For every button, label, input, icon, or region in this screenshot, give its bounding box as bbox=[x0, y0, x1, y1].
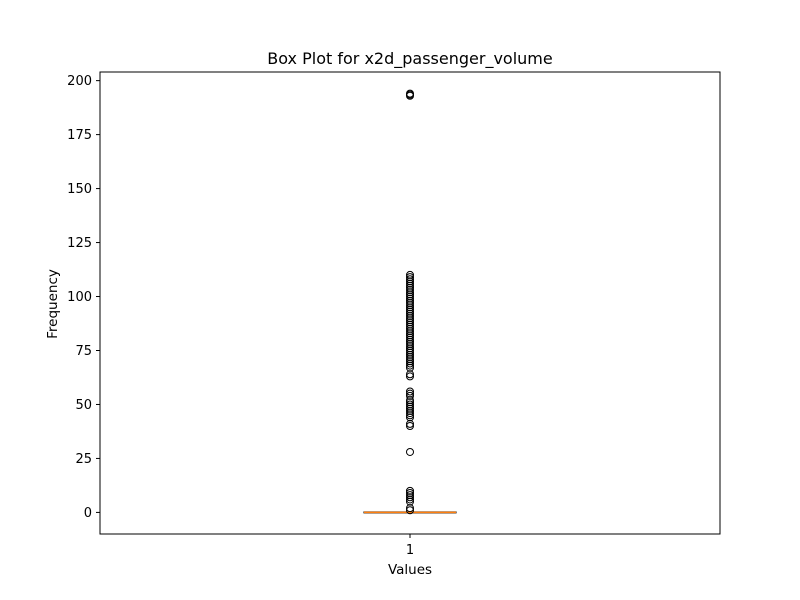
outlier-point bbox=[406, 398, 414, 407]
outlier-point bbox=[406, 447, 414, 456]
outlier-point bbox=[406, 307, 414, 316]
y-tick-label: 50 bbox=[75, 398, 92, 413]
outlier-point bbox=[406, 506, 414, 515]
outlier-point bbox=[406, 352, 414, 361]
outlier-point bbox=[406, 91, 414, 100]
outlier-point bbox=[406, 270, 414, 279]
outlier-point bbox=[406, 275, 414, 284]
outlier-point bbox=[406, 292, 414, 301]
outlier-point bbox=[406, 497, 414, 506]
y-tick-label: 0 bbox=[84, 506, 92, 521]
outlier-point bbox=[406, 277, 414, 286]
outlier-point bbox=[406, 283, 414, 292]
y-tick-label: 75 bbox=[75, 344, 92, 359]
outlier-point bbox=[406, 273, 414, 282]
outlier-point bbox=[406, 493, 414, 502]
outlier-point bbox=[406, 294, 414, 303]
y-tick-label: 200 bbox=[67, 74, 92, 89]
outlier-point bbox=[406, 350, 414, 359]
outlier-point bbox=[406, 359, 414, 368]
outlier-point bbox=[406, 320, 414, 329]
outlier-point bbox=[406, 504, 414, 513]
outlier-point bbox=[406, 411, 414, 420]
outlier-point bbox=[406, 327, 414, 336]
y-tick-label: 25 bbox=[75, 452, 92, 467]
outlier-point bbox=[406, 355, 414, 364]
y-axis-label: Frequency bbox=[45, 269, 61, 339]
outlier-point bbox=[406, 290, 414, 299]
outlier-point bbox=[406, 413, 414, 422]
outlier-point bbox=[406, 329, 414, 338]
outlier-point bbox=[406, 316, 414, 325]
outlier-point bbox=[406, 342, 414, 351]
outlier-point bbox=[406, 296, 414, 305]
outlier-point bbox=[406, 314, 414, 323]
outlier-point bbox=[406, 331, 414, 340]
x-tick-label: 1 bbox=[406, 543, 414, 558]
outlier-point bbox=[406, 370, 414, 379]
outlier-point bbox=[406, 361, 414, 370]
x-axis-label: Values bbox=[388, 562, 432, 578]
y-tick-label: 150 bbox=[67, 182, 92, 197]
outlier-point bbox=[406, 348, 414, 357]
outlier-point bbox=[406, 301, 414, 310]
outlier-point bbox=[406, 389, 414, 398]
outlier-point bbox=[406, 286, 414, 295]
chart-title: Box Plot for x2d_passenger_volume bbox=[267, 49, 552, 69]
outlier-point bbox=[406, 337, 414, 346]
axes-frame bbox=[99, 71, 721, 535]
outlier-point bbox=[406, 422, 414, 431]
outlier-point bbox=[406, 387, 414, 396]
y-tick-label: 100 bbox=[67, 290, 92, 305]
outlier-point bbox=[406, 409, 414, 418]
outlier-point bbox=[406, 488, 414, 497]
y-tick-label: 175 bbox=[67, 128, 92, 143]
outlier-point bbox=[406, 281, 414, 290]
outlier-point bbox=[406, 303, 414, 312]
outlier-point bbox=[406, 335, 414, 344]
outlier-point bbox=[406, 357, 414, 366]
outlier-point bbox=[406, 404, 414, 413]
plot-area: 0 25 50 75 100 125 150 175 200 1 bbox=[67, 71, 721, 558]
outlier-point bbox=[406, 311, 414, 320]
outlier-point bbox=[406, 299, 414, 307]
outlier-point bbox=[406, 305, 414, 314]
outlier-point bbox=[406, 346, 414, 355]
outlier-point bbox=[406, 391, 414, 400]
outlier-point bbox=[406, 491, 414, 500]
outlier-point bbox=[406, 322, 414, 331]
outlier-point bbox=[406, 495, 414, 504]
outlier-point bbox=[406, 396, 414, 405]
outlier-point bbox=[406, 406, 414, 415]
outlier-point bbox=[406, 344, 414, 353]
outlier-point bbox=[406, 309, 414, 318]
outlier-point bbox=[406, 279, 414, 288]
outlier-point bbox=[406, 486, 414, 495]
outlier-point bbox=[406, 363, 414, 372]
outlier-point bbox=[406, 318, 414, 327]
outlier-point bbox=[406, 288, 414, 297]
outlier-point bbox=[406, 400, 414, 409]
outlier-point bbox=[406, 372, 414, 381]
outlier-point bbox=[406, 419, 414, 428]
outlier-point bbox=[406, 402, 414, 411]
outlier-point bbox=[406, 340, 414, 349]
outlier-point bbox=[406, 324, 414, 333]
outlier-point bbox=[406, 333, 414, 342]
y-tick-label: 125 bbox=[67, 236, 92, 251]
